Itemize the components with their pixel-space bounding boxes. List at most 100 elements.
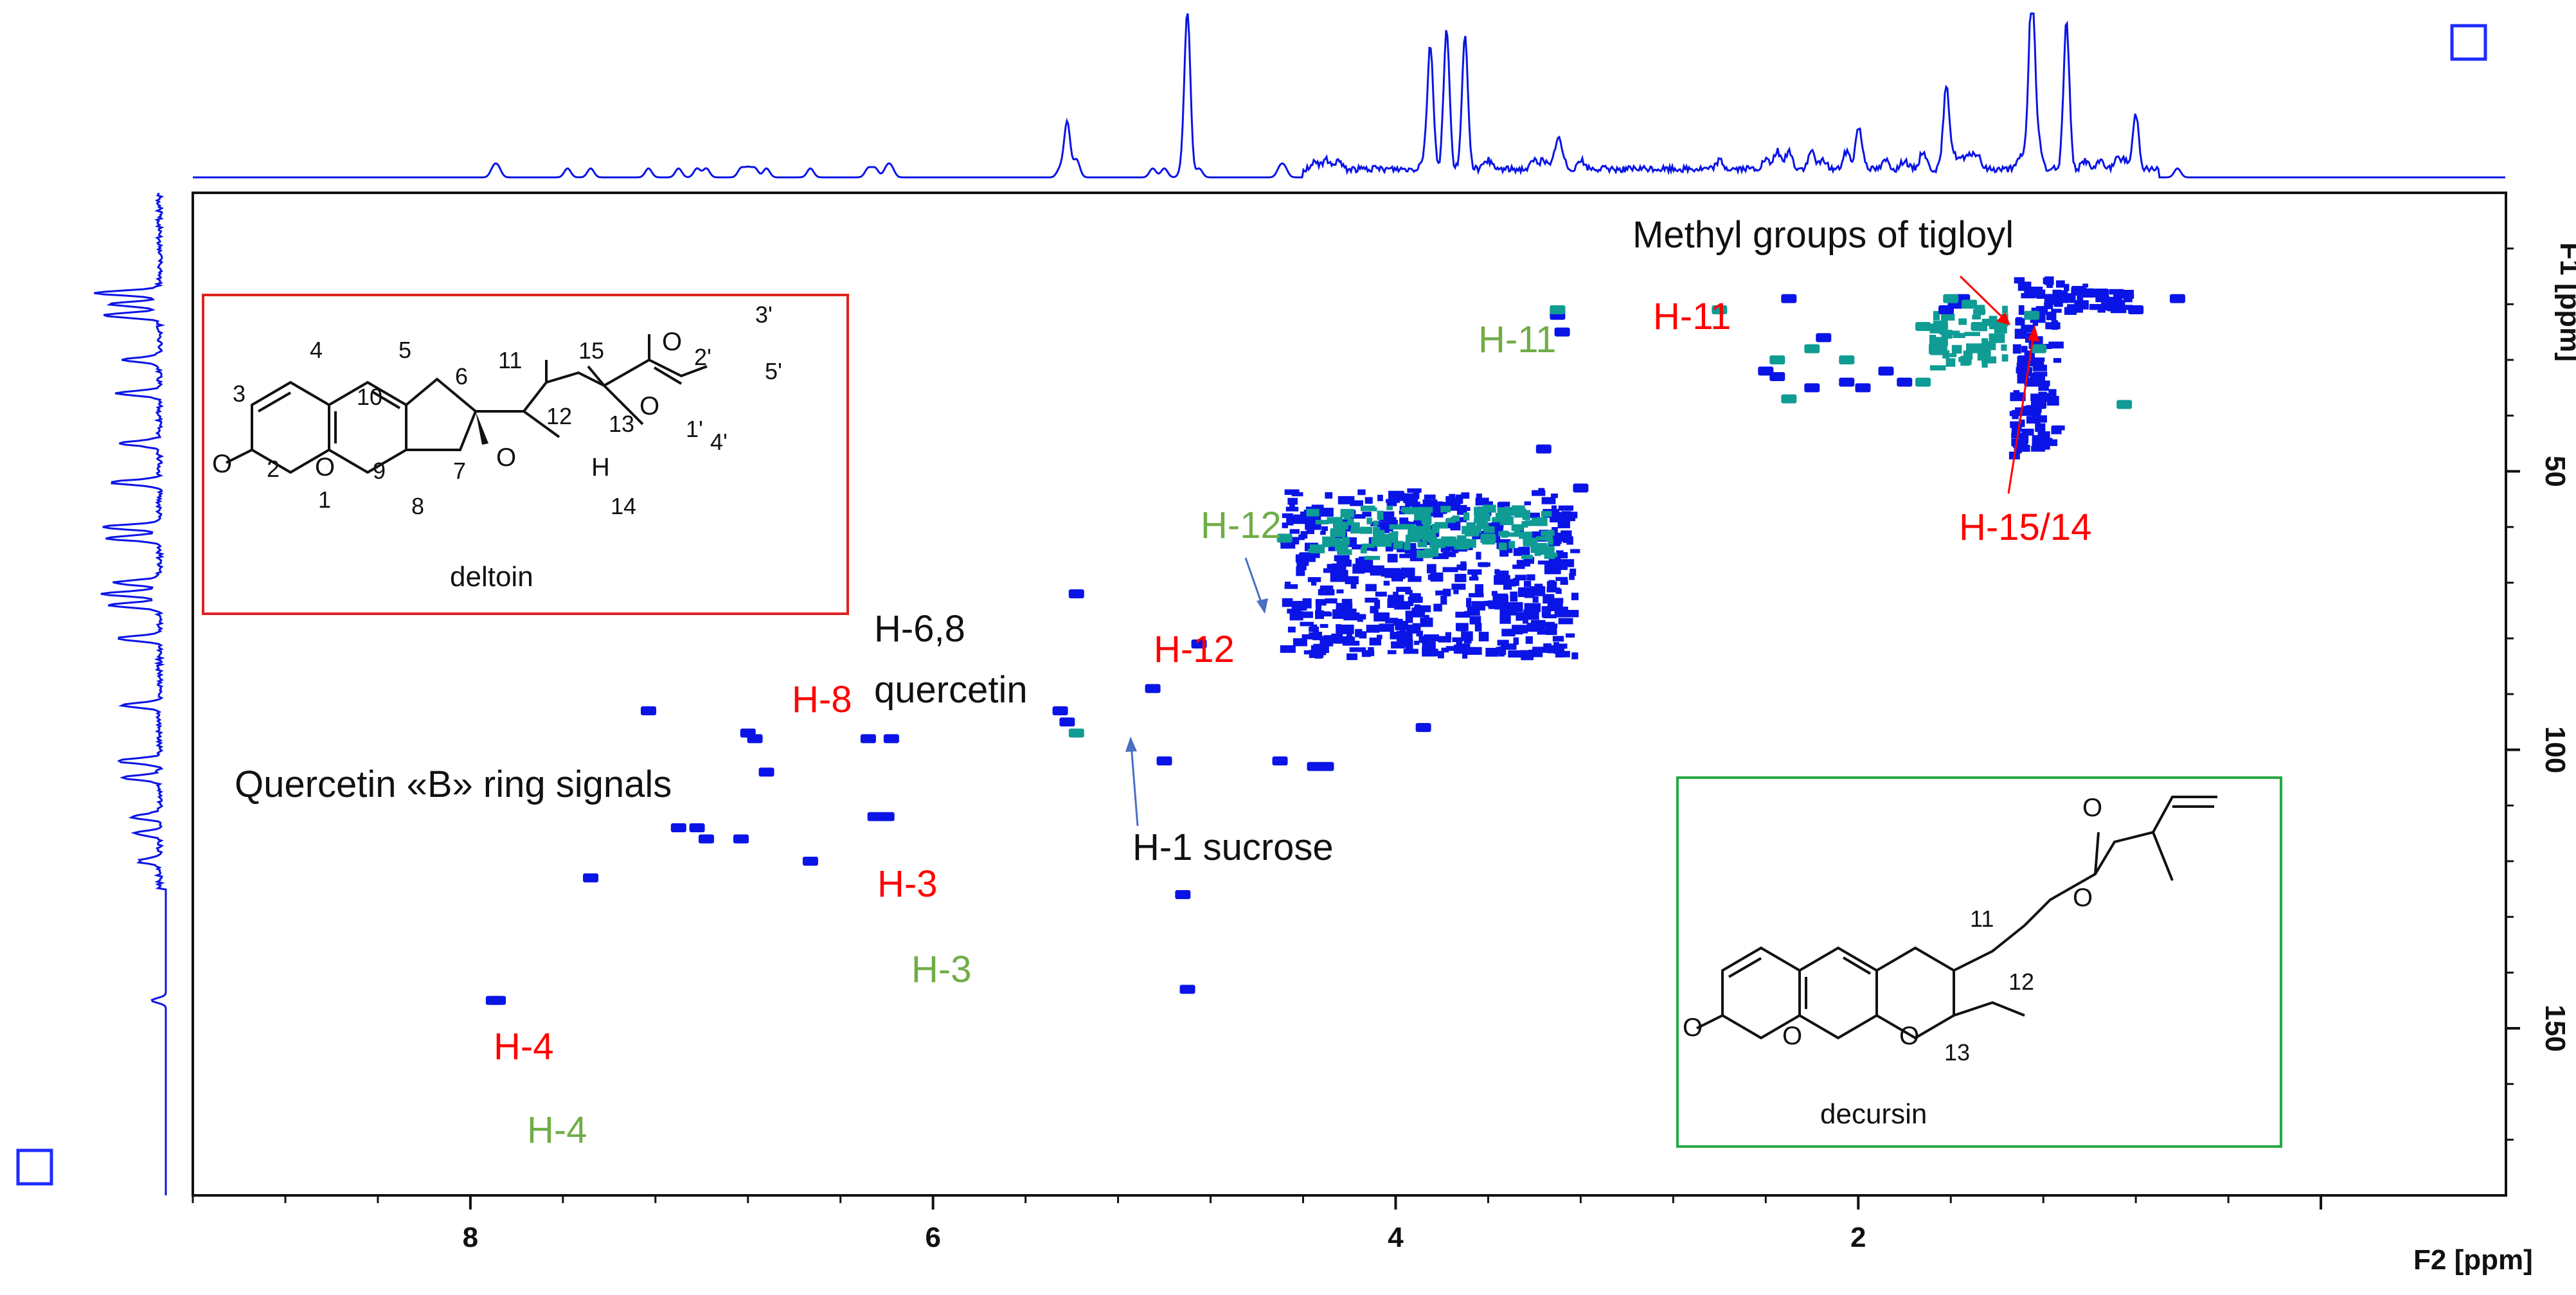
region-blob [1420,605,1431,612]
region-blob [1951,330,1960,335]
region-blob [1309,627,1319,632]
region-blob [1933,320,1948,329]
region-blob [1405,589,1413,594]
region-blob [1413,520,1424,525]
cross-peak-negative [1276,533,1292,543]
region-blob [1557,563,1568,570]
region-blob [2035,423,2046,433]
region-blob [1544,552,1555,559]
region-blob [1524,501,1532,506]
region-blob [2001,344,2007,351]
corner-toggle-bottom-left[interactable] [16,1148,53,1186]
num-9: 9 [373,458,386,484]
region-blob [1452,637,1463,643]
region-blob [1519,625,1528,634]
annotation-h15-14: H-15/14 [1959,506,2091,548]
region-blob [1501,629,1516,637]
region-blob [2031,411,2041,418]
region-blob [1951,344,1962,354]
region-blob [1457,625,1467,632]
region-blob [1555,576,1568,582]
region-blob [1553,642,1559,650]
region-blob [1476,521,1489,528]
cross-peak-positive [1179,985,1195,994]
region-blob [1552,533,1558,542]
decursin-atom-o-ester: O [2073,884,2093,912]
region-blob [1408,596,1423,603]
region-blob [1932,337,1948,346]
region-blob [2034,357,2045,362]
region-blob [1453,589,1459,594]
annotation-h11-red: H-11 [1653,296,1731,337]
cross-peak-positive [2024,289,2040,298]
region-blob [1337,540,1348,545]
region-blob [1339,544,1345,549]
annotation-h1-sucrose: H-1 sucrose [1132,826,1334,868]
corner-toggle-top-right[interactable] [2450,24,2487,61]
region-blob [2044,276,2054,285]
region-blob [1556,550,1564,558]
region-blob [1564,650,1570,657]
region-blob [1964,332,1980,336]
region-blob [1469,576,1479,581]
region-blob [2046,311,2057,321]
cross-peak-regions [1280,276,2134,661]
atom-o-keto: O [662,328,682,356]
region-blob [1373,612,1390,621]
region-blob [1981,362,1988,368]
cross-peak-positive [879,812,895,821]
region-blob [1332,609,1348,619]
region-blob [1992,319,2008,326]
region-blob [1512,564,1525,569]
region-blob [1377,494,1383,501]
region-blob [1445,537,1457,547]
region-blob [1403,648,1418,654]
region-blob [2110,308,2127,314]
region-blob [1434,522,1448,529]
region-blob [1561,511,1571,518]
cross-peak-negative [1943,294,1959,303]
region-blob [1336,624,1341,634]
cross-peak-negative [1712,305,1728,314]
cross-peak-positive [1769,372,1785,381]
annotation-h68: H-6,8 [874,608,965,650]
region-blob [1342,524,1355,531]
region-blob [1511,510,1518,515]
y-tick-label: 150 [2539,1005,2571,1051]
region-blob [1406,624,1421,634]
region-blob [1501,602,1507,609]
region-blob [1291,600,1307,611]
region-blob [1359,631,1367,639]
region-blob [1405,614,1413,623]
decursin-inset: O O O O O 11 12 13 decursin [1676,776,2282,1148]
region-blob [1386,505,1393,510]
region-blob [1409,543,1417,553]
region-blob [1343,509,1350,520]
region-blob [1432,540,1439,550]
region-blob [2014,448,2022,454]
f2-projection-trace [193,12,2505,179]
region-blob [1286,515,1294,526]
num-4: 4 [310,337,323,363]
region-blob [2048,341,2064,349]
region-blob [1401,506,1418,513]
region-blob [2045,322,2061,330]
region-blob [1336,559,1352,567]
region-blob [1547,601,1563,611]
cross-peak-positive [2128,305,2144,314]
decursin-atom-o-carbonyl: O [1683,1014,1703,1042]
region-blob [1466,598,1472,607]
region-blob [2064,307,2077,315]
region-blob [1546,587,1561,593]
annotation-h12-red: H-12 [1154,629,1235,670]
annotation-h3-red: H-3 [877,863,937,905]
region-blob [1363,566,1377,573]
region-blob [1445,632,1451,640]
region-blob [2013,389,2020,400]
region-blob [1414,512,1430,521]
region-blob [1929,365,1946,371]
region-blob [1385,618,1399,623]
annotation-h12-green: H-12 [1201,505,1282,546]
region-blob [1422,647,1435,657]
region-blob [1566,610,1579,618]
